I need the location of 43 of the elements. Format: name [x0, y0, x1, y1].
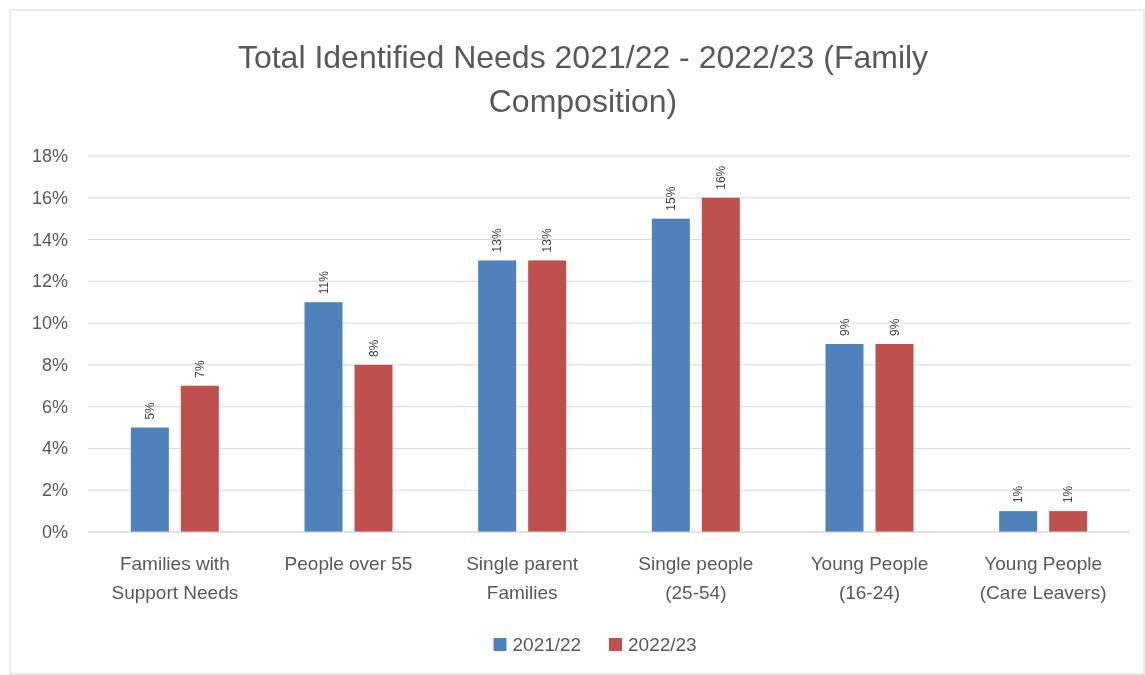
y-tick-label: 10%	[31, 313, 68, 334]
data-label: 1%	[1011, 485, 1026, 504]
y-tick-label: 2%	[41, 480, 68, 501]
bar	[354, 364, 393, 532]
legend-label: 2022/23	[628, 634, 697, 655]
y-tick-label: 16%	[31, 187, 68, 208]
data-label: 15%	[663, 186, 678, 211]
chart-title: Total Identified Needs 2021/22 - 2022/23 (Family Composition)	[237, 39, 929, 119]
data-label: 7%	[192, 360, 207, 378]
bar	[478, 260, 517, 532]
data-label: 13%	[540, 228, 555, 253]
bar	[825, 344, 864, 532]
bar	[528, 260, 567, 532]
legend-label: 2021/22	[512, 634, 582, 655]
bar	[875, 344, 914, 532]
y-tick-label: 4%	[41, 438, 68, 459]
data-label: 8%	[366, 339, 381, 357]
data-label: 1%	[1061, 485, 1076, 504]
x-tick-label: Single parent Families	[466, 553, 579, 603]
bar	[180, 385, 219, 532]
bar	[999, 511, 1038, 532]
data-label: 9%	[887, 318, 902, 336]
bar	[304, 302, 343, 532]
bar	[701, 197, 740, 532]
y-tick-label: 18%	[31, 146, 68, 166]
data-label: 16%	[713, 165, 728, 190]
y-tick-label: 12%	[31, 271, 68, 292]
y-tick-label: 0%	[41, 522, 68, 542]
bar	[130, 427, 169, 532]
bar	[651, 218, 690, 532]
data-label: 9%	[837, 318, 852, 336]
x-tick-label: Single people (25-54)	[638, 553, 754, 603]
bar	[1049, 511, 1088, 532]
x-tick-label: Families with Support Needs	[111, 553, 239, 603]
data-label: 5%	[142, 401, 157, 420]
y-tick-label: 14%	[31, 229, 68, 250]
data-label: 13%	[490, 228, 505, 253]
x-tick-label: Young People (16-24)	[810, 553, 929, 603]
y-tick-label: 6%	[41, 396, 68, 417]
y-tick-label: 8%	[41, 354, 68, 375]
x-tick-label: People over 55	[284, 553, 413, 574]
x-tick-label: Young People (Care Leavers)	[979, 553, 1107, 603]
data-label: 11%	[316, 270, 331, 295]
